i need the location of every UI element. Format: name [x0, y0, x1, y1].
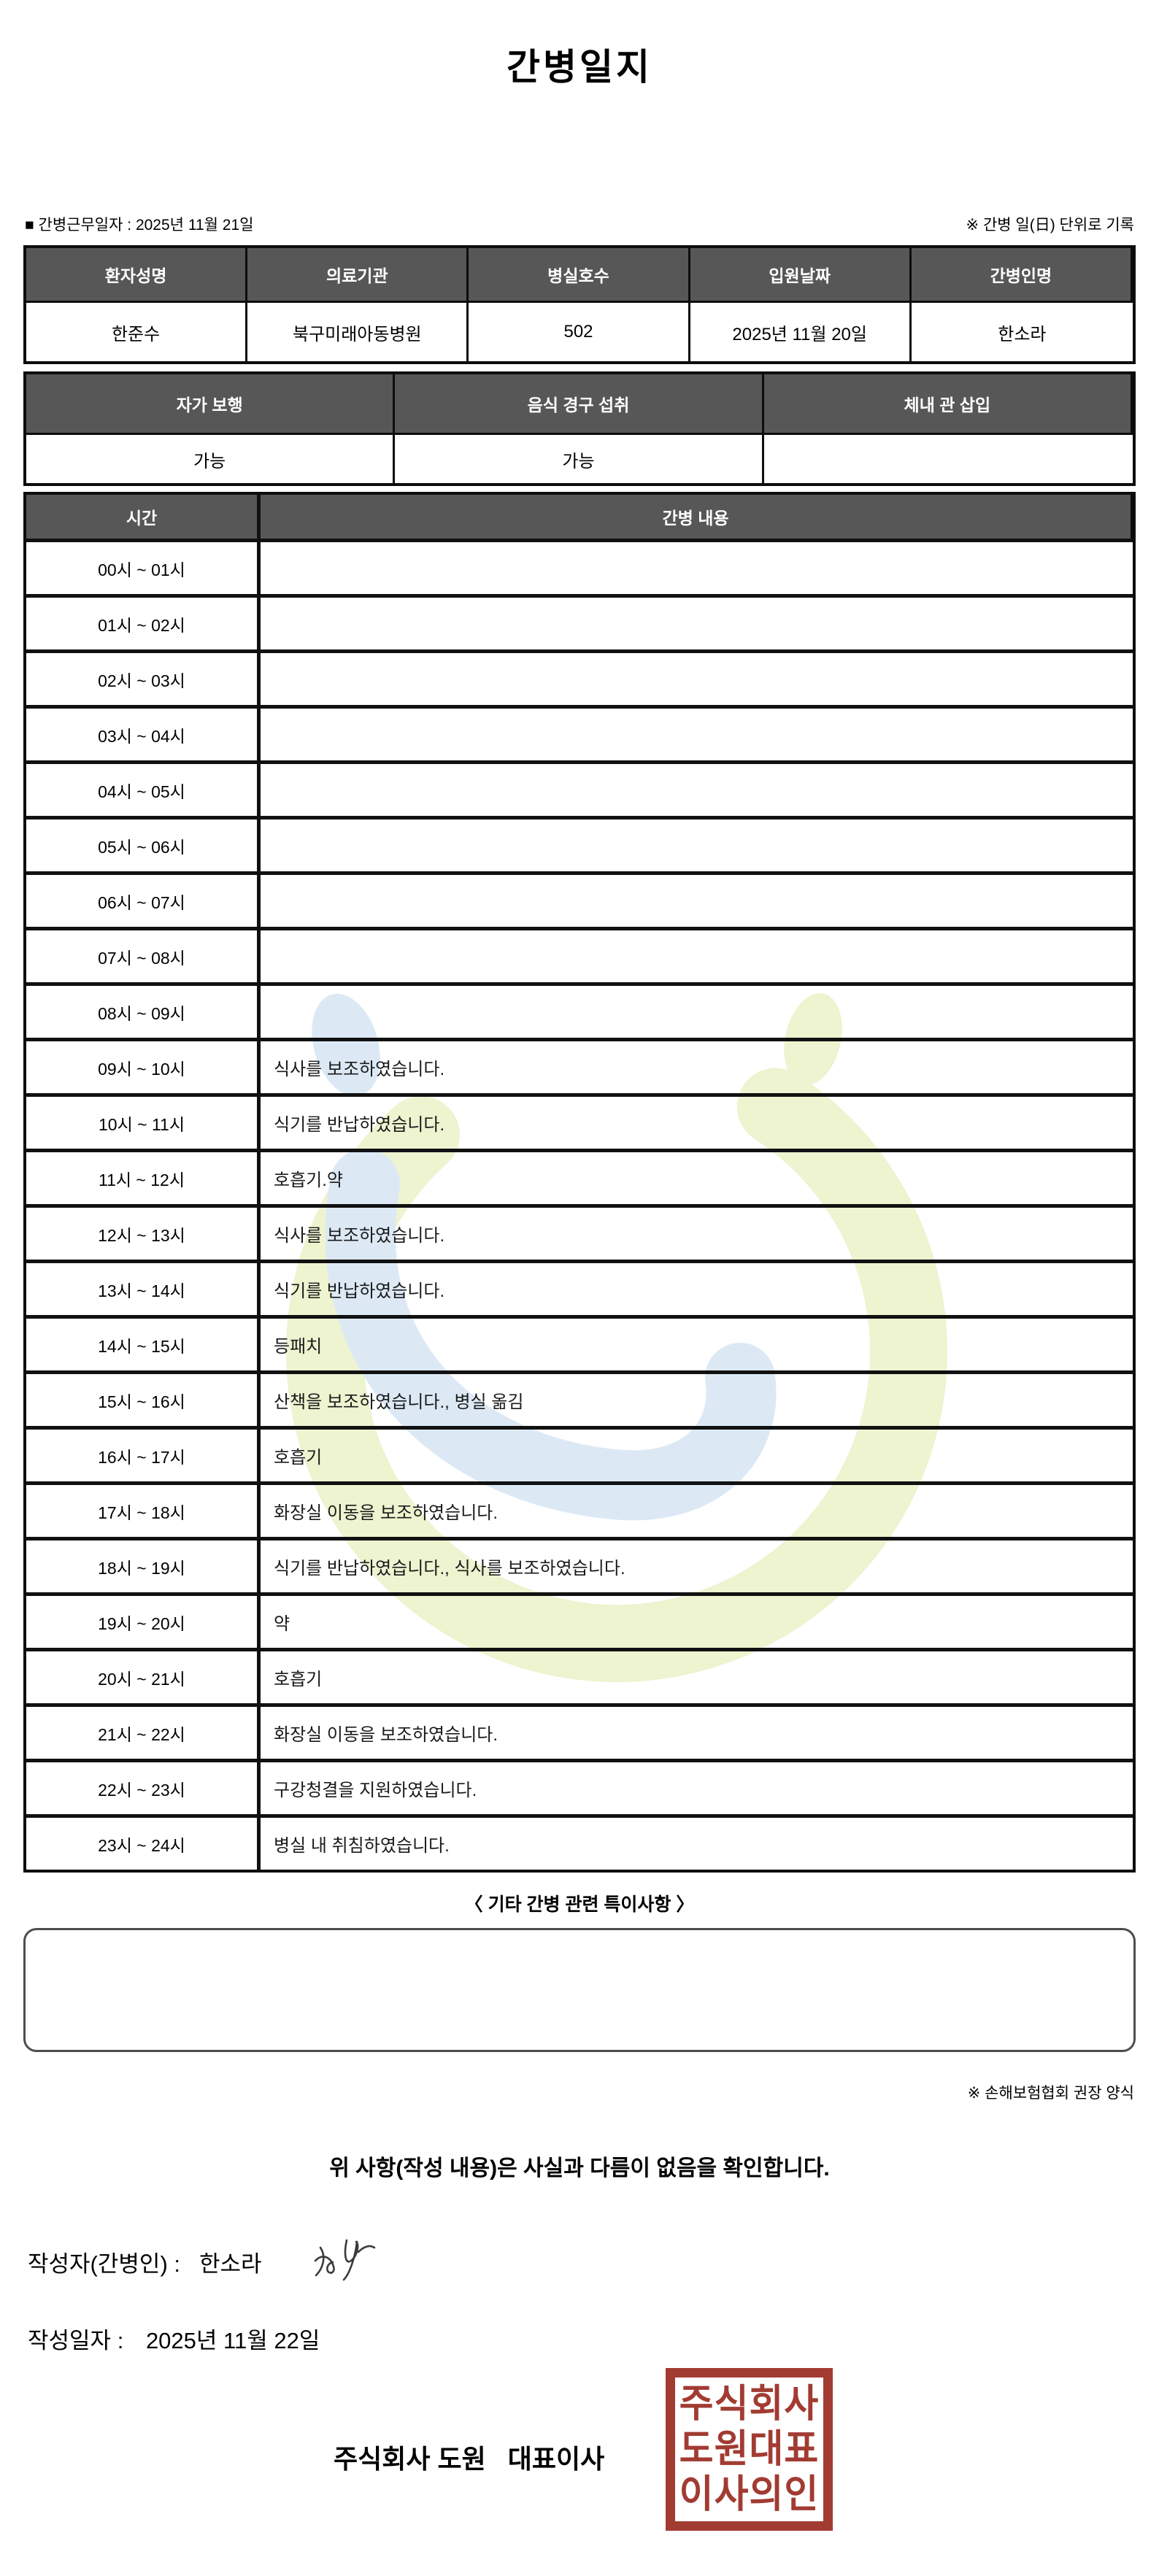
care-row-time: 09시 ~ 10시: [26, 1038, 261, 1093]
care-row-time: 15시 ~ 16시: [26, 1370, 261, 1426]
care-row-content: 화장실 이동을 보조하였습니다.: [261, 1481, 1133, 1537]
writer-label: 작성자(간병인) :: [28, 2251, 180, 2277]
care-row-content: 식기를 반납하였습니다., 식사를 보조하였습니다.: [261, 1537, 1133, 1592]
watermark-blue-dot: [312, 993, 380, 1097]
care-row-content: 호흡기.약: [261, 1149, 1133, 1204]
care-row-time: 23시 ~ 24시: [26, 1814, 261, 1870]
care-row-content: 호흡기: [261, 1426, 1133, 1481]
care-row-time: 01시 ~ 02시: [26, 594, 261, 649]
company-seal-block: 주식회사 도원 대표이사 주식회사 도원대표 이사의인: [0, 2368, 1159, 2543]
care-row-time: 10시 ~ 11시: [26, 1093, 261, 1149]
care-row-content: [261, 760, 1133, 816]
signature: [313, 2236, 383, 2290]
corporate-seal-stamp: 주식회사 도원대표 이사의인: [666, 2368, 833, 2531]
care-row-time: 19시 ~ 20시: [26, 1592, 261, 1648]
care-row-time: 04시 ~ 05시: [26, 760, 261, 816]
work-date: ■ 간병근무일자 : 2025년 11월 21일: [25, 213, 253, 235]
care-content-header: 간병 내용: [261, 495, 1133, 539]
care-row-content: [261, 982, 1133, 1038]
stamp-line: 도원대표: [679, 2428, 820, 2471]
care-row-time: 13시 ~ 14시: [26, 1260, 261, 1315]
care-row-time: 20시 ~ 21시: [26, 1648, 261, 1703]
care-row-content: [261, 871, 1133, 927]
hospital-name-cell: 북구미래아동병원: [247, 303, 469, 361]
care-row-content: [261, 705, 1133, 760]
care-row-time: 06시 ~ 07시: [26, 871, 261, 927]
writer-name: 한소라: [199, 2251, 262, 2277]
written-date-value: 2025년 11월 22일: [145, 2328, 320, 2353]
confirmation-statement: 위 사항(작성 내용)은 사실과 다름이 없음을 확인합니다.: [329, 2156, 830, 2180]
work-date-label: ■ 간병근무일자 :: [25, 217, 132, 234]
watermark-swoosh: [325, 1149, 777, 1521]
work-date-value: 2025년 11월 21일: [135, 217, 254, 234]
care-row-content: [261, 594, 1133, 649]
company-name: 주식회사 도원 대표이사: [334, 2444, 605, 2474]
admission-date-cell: 2025년 11월 20일: [690, 303, 912, 361]
writer-line: 작성자(간병인) : 한소라: [28, 2234, 1159, 2288]
patient-table-header: 입원날짜: [690, 248, 912, 303]
condition-table-header: 자가 보행: [26, 374, 396, 435]
care-row-time: 14시 ~ 15시: [26, 1315, 261, 1370]
room-number-cell: 502: [469, 303, 690, 361]
patient-table-header: 환자성명: [26, 248, 248, 303]
care-row-time: 11시 ~ 12시: [26, 1149, 261, 1204]
care-row-time: 21시 ~ 22시: [26, 1703, 261, 1759]
care-row-time: 16시 ~ 17시: [26, 1426, 261, 1481]
patient-table-header: 간병인명: [911, 248, 1133, 303]
care-row-content: 호흡기: [261, 1648, 1133, 1703]
care-row-content: 약: [261, 1592, 1133, 1648]
condition-table: 자가 보행 음식 경구 섭취 체내 관 삽입 가능 가능: [23, 371, 1136, 486]
care-row-time: 03시 ~ 04시: [26, 705, 261, 760]
care-row-content: 식사를 보조하였습니다.: [261, 1204, 1133, 1260]
hospital-watermark-logo: [234, 972, 993, 1727]
care-row-time: 00시 ~ 01시: [26, 539, 261, 594]
tube-insertion-cell: [764, 435, 1133, 483]
caregiver-name-cell: 한소라: [998, 324, 1047, 344]
care-row-time: 08시 ~ 09시: [26, 982, 261, 1038]
unit-note: ※ 간병 일(日) 단위로 기록: [966, 217, 1134, 234]
care-row-content: 화장실 이동을 보조하였습니다.: [261, 1703, 1133, 1759]
info-row: ■ 간병근무일자 : 2025년 11월 21일 ※ 간병 일(日) 단위로 기…: [25, 213, 1134, 235]
care-time-header: 시간: [26, 495, 261, 539]
notes-title: 〈 기타 간병 관련 특이사항 〉: [464, 1894, 695, 1915]
patient-info-table: 환자성명 의료기관 병실호수 입원날짜 간병인명 한준수 북구미래아동병원 50…: [23, 245, 1136, 364]
form-note: ※ 손해보험협회 권장 양식: [967, 2085, 1134, 2102]
written-date-line: 작성일자 : 2025년 11월 22일: [28, 2322, 1159, 2355]
stamp-line: 이사의인: [679, 2473, 820, 2516]
condition-table-header: 음식 경구 섭취: [395, 374, 764, 435]
notes-box: [23, 1928, 1136, 2052]
patient-table-header: 의료기관: [247, 248, 469, 303]
care-log-table: 시간 간병 내용 00시 ~ 01시 01시 ~ 02시 02시 ~ 03시 03시 …: [23, 492, 1136, 1873]
patient-name-cell: 한준수: [26, 303, 248, 361]
condition-table-header: 체내 관 삽입: [763, 374, 1133, 435]
care-row-content: 구강청결을 지원하였습니다.: [261, 1759, 1133, 1814]
patient-table-header: 병실호수: [469, 248, 690, 303]
care-row-time: 12시 ~ 13시: [26, 1204, 261, 1260]
care-row-content: [261, 816, 1133, 871]
care-row-time: 05시 ~ 06시: [26, 816, 261, 871]
stamp-line: 주식회사: [679, 2383, 820, 2426]
care-row-time: 18시 ~ 19시: [26, 1537, 261, 1592]
written-date-label: 작성일자 :: [28, 2328, 124, 2353]
care-row-content: 산책을 보조하였습니다., 병실 옮김: [261, 1370, 1133, 1426]
self-walking-cell: 가능: [26, 435, 396, 483]
care-row-content: 등패치: [261, 1315, 1133, 1370]
care-row-time: 07시 ~ 08시: [26, 927, 261, 982]
care-row-content: 식기를 반납하였습니다.: [261, 1260, 1133, 1315]
care-row-content: 병실 내 취침하였습니다.: [261, 1814, 1133, 1870]
oral-intake-cell: 가능: [395, 435, 764, 483]
care-row-content: 식기를 반납하였습니다.: [261, 1093, 1133, 1149]
care-row-time: 22시 ~ 23시: [26, 1759, 261, 1814]
care-row-content: [261, 539, 1133, 594]
care-row-content: 식사를 보조하였습니다.: [261, 1038, 1133, 1093]
care-row-time: 02시 ~ 03시: [26, 649, 261, 705]
care-table-body: 시간 간병 내용 00시 ~ 01시 01시 ~ 02시 02시 ~ 03시 03시 …: [26, 495, 1133, 1870]
care-row-time: 17시 ~ 18시: [26, 1481, 261, 1537]
care-row-content: [261, 649, 1133, 705]
page-title: 간병일지: [507, 47, 652, 88]
care-row-content: [261, 927, 1133, 982]
